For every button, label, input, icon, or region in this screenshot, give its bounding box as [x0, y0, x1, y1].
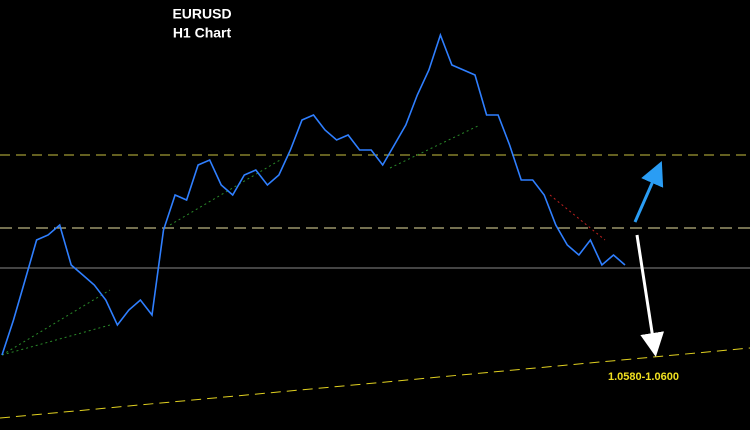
target-label: 1.0580-1.0600: [608, 371, 679, 383]
fan-line: [549, 194, 606, 241]
chart-subtitle: H1 Chart: [173, 25, 232, 41]
fan-line: [389, 124, 481, 169]
price-series: [1, 32, 626, 356]
fan-line: [1, 289, 111, 356]
chart-title: EURUSD: [172, 6, 231, 22]
down-arrow: [635, 234, 665, 357]
fan-line: [169, 159, 281, 226]
fan-line: [1, 324, 111, 356]
trend-line: [0, 347, 750, 419]
up-arrow: [633, 161, 664, 223]
